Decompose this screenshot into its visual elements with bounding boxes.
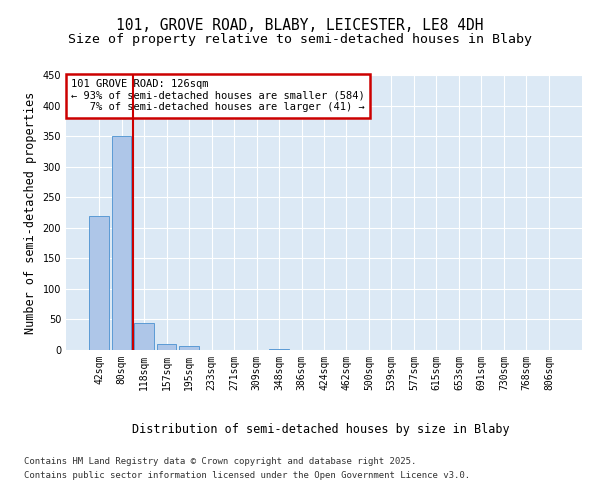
Bar: [157, 344, 176, 350]
Text: Contains public sector information licensed under the Open Government Licence v3: Contains public sector information licen…: [24, 471, 470, 480]
Text: Contains HM Land Registry data © Crown copyright and database right 2025.: Contains HM Land Registry data © Crown c…: [24, 458, 416, 466]
Text: Size of property relative to semi-detached houses in Blaby: Size of property relative to semi-detach…: [68, 32, 532, 46]
Bar: [89, 216, 109, 350]
Bar: [134, 322, 154, 350]
Text: 101, GROVE ROAD, BLABY, LEICESTER, LE8 4DH: 101, GROVE ROAD, BLABY, LEICESTER, LE8 4…: [116, 18, 484, 32]
Text: 101 GROVE ROAD: 126sqm
← 93% of semi-detached houses are smaller (584)
   7% of : 101 GROVE ROAD: 126sqm ← 93% of semi-det…: [71, 79, 365, 112]
Y-axis label: Number of semi-detached properties: Number of semi-detached properties: [24, 92, 37, 334]
Bar: [179, 346, 199, 350]
Text: Distribution of semi-detached houses by size in Blaby: Distribution of semi-detached houses by …: [132, 422, 510, 436]
Bar: [112, 136, 131, 350]
